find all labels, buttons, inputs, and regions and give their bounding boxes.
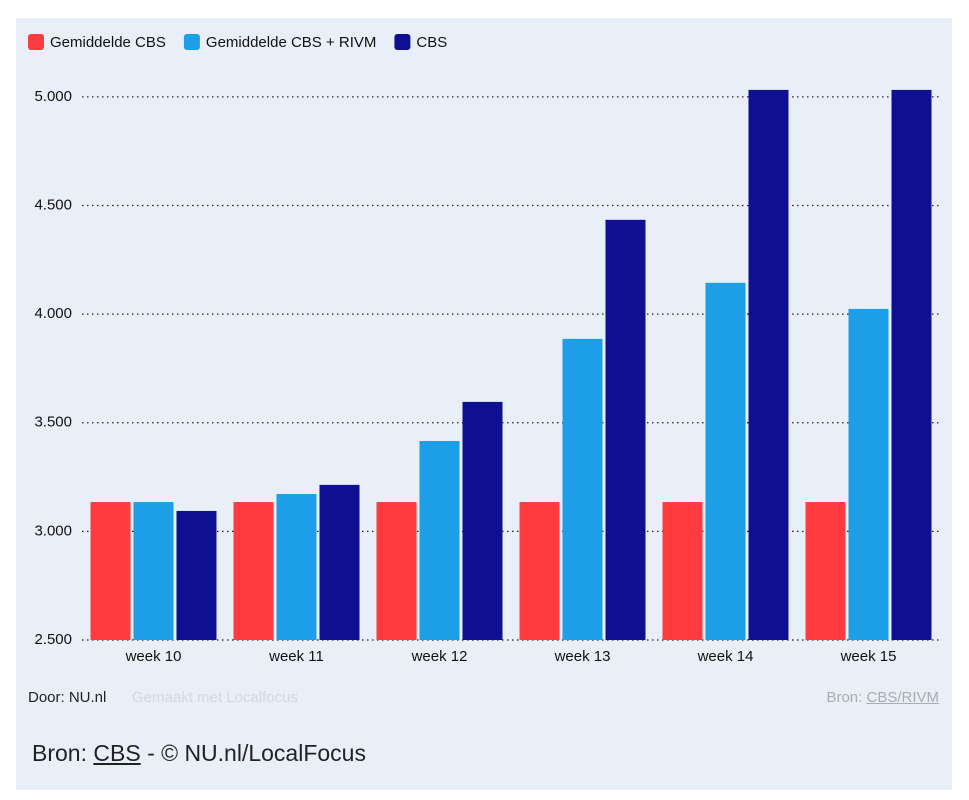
bar <box>462 401 503 640</box>
bar <box>376 502 417 640</box>
bar <box>319 484 360 640</box>
bar <box>90 502 131 640</box>
bar <box>848 308 889 640</box>
made-with[interactable]: Gemaakt met Localfocus <box>132 689 298 706</box>
caption: Bron: CBS - © NU.nl/LocalFocus <box>32 740 366 767</box>
bar <box>562 338 603 640</box>
legend-swatch <box>394 34 411 50</box>
x-tick-label: week 12 <box>411 648 468 665</box>
bar <box>176 510 217 640</box>
bar <box>133 502 174 640</box>
legend-label: Gemiddelde CBS + RIVM <box>206 34 377 51</box>
bar <box>419 440 460 640</box>
y-tick-label: 4.000 <box>34 305 72 322</box>
bar <box>233 502 274 640</box>
y-tick-label: 5.000 <box>34 88 72 105</box>
x-tick-label: week 15 <box>840 648 897 665</box>
source: Bron: CBS/RIVM <box>826 689 939 706</box>
y-tick-label: 3.000 <box>34 522 72 539</box>
bar <box>519 502 560 640</box>
y-tick-label: 3.500 <box>34 414 72 431</box>
caption-prefix: Bron: <box>32 740 87 766</box>
author: Door: NU.nl <box>28 689 107 706</box>
caption-suffix: - © NU.nl/LocalFocus <box>147 740 366 766</box>
legend-swatch <box>28 34 44 50</box>
bar <box>705 282 746 640</box>
caption-link[interactable]: CBS <box>93 740 141 766</box>
bar <box>605 219 646 640</box>
legend-label: CBS <box>416 34 447 51</box>
x-tick-label: week 10 <box>125 648 182 665</box>
legend-label: Gemiddelde CBS <box>50 34 166 51</box>
bar <box>891 89 932 641</box>
chart: 2.500 3.000 3.500 4.000 4.500 5.000 Gemiddelde… <box>28 34 940 665</box>
source-link[interactable]: CBS/RIVM <box>866 689 939 706</box>
legend-swatch <box>183 34 200 50</box>
bar <box>748 89 789 641</box>
bar <box>276 494 317 640</box>
source-label: Bron: <box>826 689 863 706</box>
bar <box>805 502 846 640</box>
x-tick-label: week 14 <box>697 648 754 665</box>
y-tick-label: 2.500 <box>34 631 72 648</box>
x-tick-label: week 13 <box>554 648 611 665</box>
x-tick-label: week 11 <box>268 648 324 665</box>
y-tick-label: 4.500 <box>34 196 72 213</box>
bar <box>662 502 703 640</box>
